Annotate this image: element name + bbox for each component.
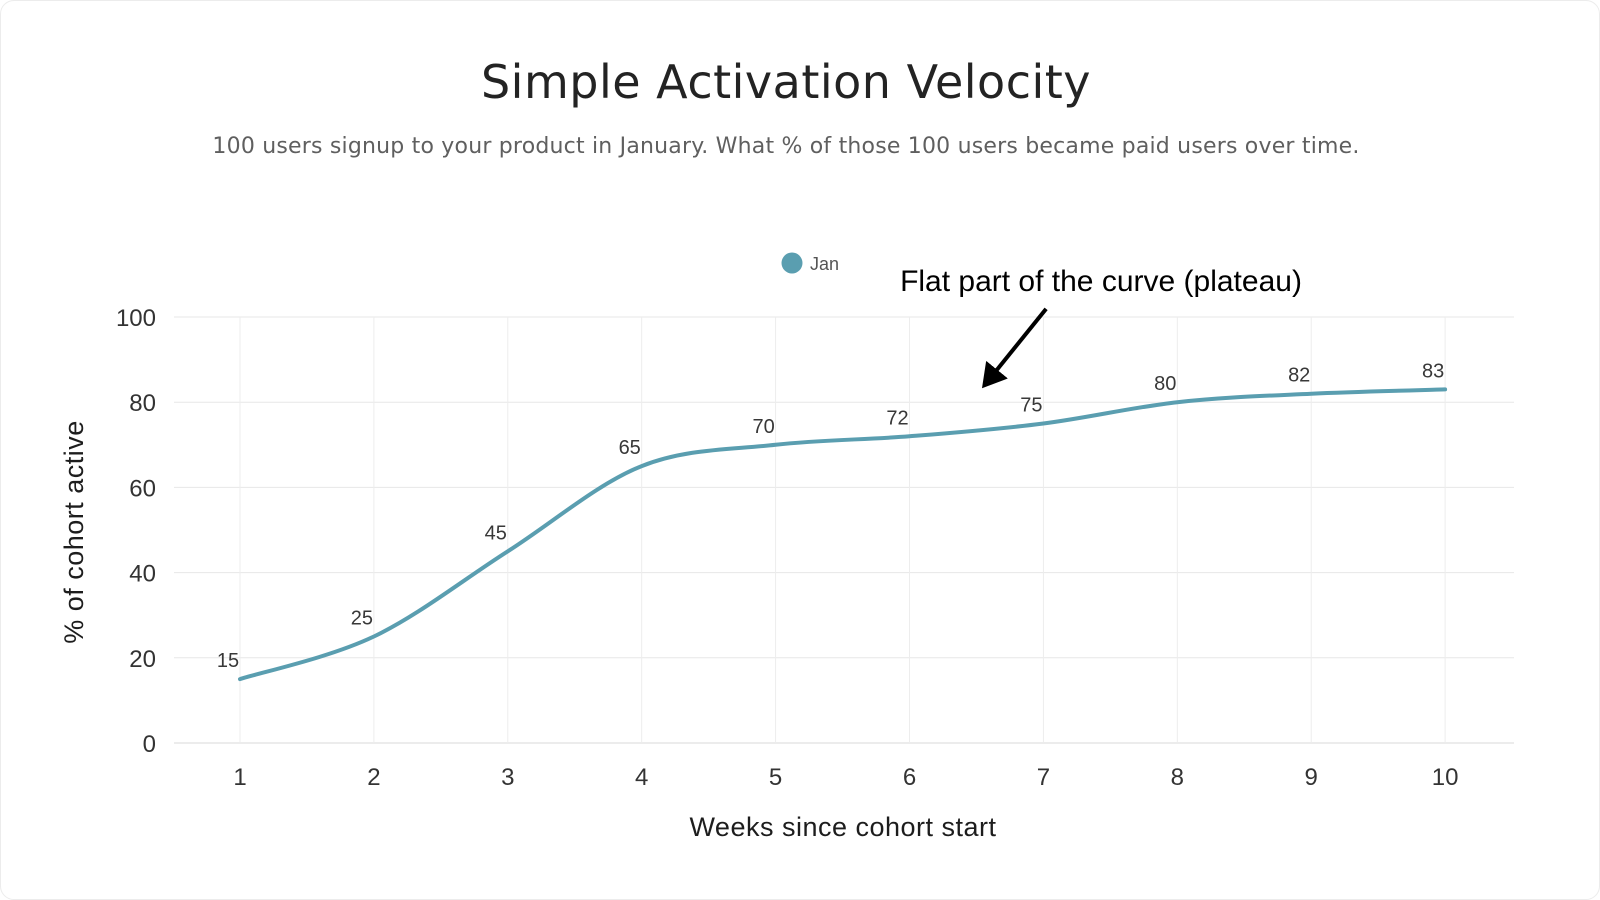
y-tick-label: 40 xyxy=(129,561,156,588)
x-tick-label: 6 xyxy=(903,764,916,791)
series-layer xyxy=(238,387,1448,682)
page-subtitle: 100 users signup to your product in Janu… xyxy=(212,134,1359,159)
data-label: 15 xyxy=(217,650,239,672)
y-tick-label: 100 xyxy=(116,305,156,332)
annotation-arrow-icon xyxy=(981,307,1048,389)
data-label: 83 xyxy=(1422,360,1444,382)
page-title: Simple Activation Velocity xyxy=(481,55,1091,109)
x-tick-label: 7 xyxy=(1037,764,1050,791)
y-tick-label: 80 xyxy=(129,390,156,417)
legend-marker-icon xyxy=(781,252,803,274)
data-label: 82 xyxy=(1288,365,1310,387)
x-tick-label: 5 xyxy=(769,764,782,791)
data-label: 70 xyxy=(752,416,774,438)
x-tick-label: 3 xyxy=(501,764,514,791)
x-tick-label: 8 xyxy=(1171,764,1184,791)
x-tick-label: 4 xyxy=(635,764,648,791)
data-label: 25 xyxy=(351,608,373,630)
legend: Jan xyxy=(781,252,839,274)
y-tick-label: 20 xyxy=(129,646,156,673)
jan-series-line xyxy=(238,387,1448,682)
y-tick-label: 60 xyxy=(129,475,156,502)
data-label: 45 xyxy=(485,522,507,544)
data-label: 65 xyxy=(619,437,641,459)
annotation-text: Flat part of the curve (plateau) xyxy=(900,265,1302,298)
legend-label-jan: Jan xyxy=(810,254,839,274)
y-tick-label: 0 xyxy=(143,731,156,758)
x-tick-label: 10 xyxy=(1432,764,1459,791)
gridlines xyxy=(174,316,1514,744)
y-axis-title: % of cohort active xyxy=(59,420,89,644)
x-tick-label: 2 xyxy=(367,764,380,791)
data-label: 80 xyxy=(1154,373,1176,395)
x-axis-title: Weeks since cohort start xyxy=(689,812,996,842)
point-labels: 15 25 45 65 70 72 75 80 82 83 xyxy=(217,360,1444,672)
x-tick-label: 9 xyxy=(1305,764,1318,791)
data-label: 72 xyxy=(886,407,908,429)
data-label: 75 xyxy=(1020,395,1042,417)
x-tick-label: 1 xyxy=(233,764,246,791)
